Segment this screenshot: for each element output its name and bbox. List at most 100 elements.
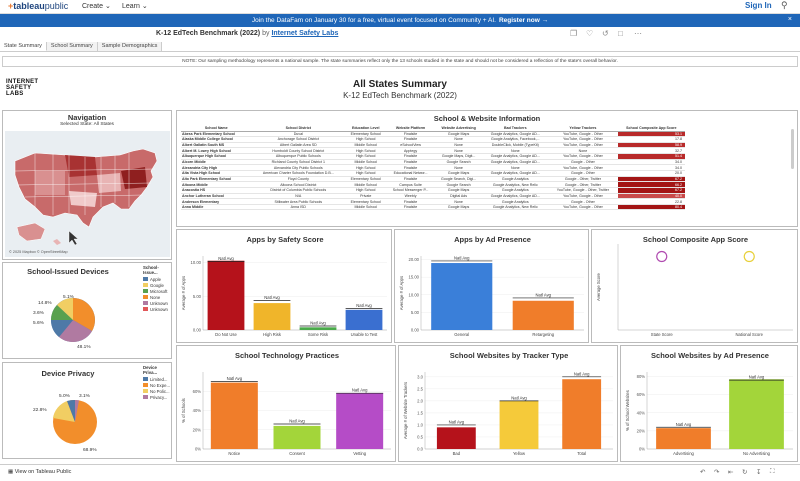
legend-item[interactable]: Apple (143, 276, 171, 282)
y-tick-label: 0.5 (417, 434, 423, 439)
undo-icon[interactable]: ↶ (700, 469, 706, 476)
table-row[interactable]: Anchor Lutheran School N/A Private Weebly Di… (181, 193, 685, 200)
y-tick-label: 20% (637, 428, 646, 433)
table-row[interactable]: Abess Park Elementary School Duval Element… (181, 131, 685, 138)
share-icon[interactable]: ↺ (602, 29, 609, 38)
table-row[interactable]: Albert M. Lowry High School Humboldt Coun… (181, 147, 685, 155)
x-tick-label: Notice (228, 451, 241, 456)
create-menu[interactable]: Create ⌄ (82, 3, 111, 10)
ad-presence-chart[interactable]: Apps by Ad Presence Average # of Apps 0.00… (395, 230, 590, 344)
legend-label: Limited... (150, 376, 168, 382)
table-cell: Google Analytics, New Relic (482, 204, 549, 211)
tab-school-summary[interactable]: School Summary (46, 42, 98, 51)
chart-title: School Technology Practices (235, 351, 339, 360)
redo-icon[interactable]: ↷ (714, 469, 720, 476)
natl-avg-label: Natl Avg (454, 255, 470, 260)
pie-slice-apple-2 (50, 320, 73, 337)
register-link[interactable]: Register now → (498, 17, 549, 24)
x-tick-label: General (454, 332, 469, 337)
more-icon[interactable]: ⋯ (634, 29, 642, 38)
search-icon[interactable]: ⚲ (781, 0, 788, 10)
pie-slice-google (57, 298, 73, 320)
table-row[interactable]: Alta Vista High School American Charter S… (181, 170, 685, 177)
school-table: School Name School District Education Le… (181, 126, 685, 211)
col-website-platform[interactable]: Website Platform (386, 126, 435, 132)
revert-icon[interactable]: ⇤ (728, 469, 734, 476)
us-map[interactable]: © 2025 Mapbox © OpenStreetMap (5, 131, 170, 257)
col-website-advertising[interactable]: Website Advertising (434, 126, 483, 132)
fullscreen-icon[interactable]: ⛶ (770, 468, 775, 475)
table-row[interactable]: Anna Middle Anna ISD Middle School Finalsit… (181, 204, 685, 211)
legend-item[interactable]: Microsoft (143, 288, 171, 294)
legend-item[interactable]: No Expe... (143, 382, 171, 388)
table-cell: None (434, 142, 483, 149)
pie-label-1: 5.0% (59, 393, 71, 399)
tab-state-summary[interactable]: State Summary (0, 42, 47, 51)
table-row[interactable]: Anacostia HS District of Columbia Public … (181, 187, 685, 194)
natl-avg-label: Natl Avg (310, 320, 326, 325)
table-row[interactable]: Alcorn Middle Richland County School Dist… (181, 159, 685, 166)
table-row[interactable]: Albert Gallatin South MS Albert Gallatin … (181, 142, 685, 149)
refresh-icon[interactable]: ↻ (742, 469, 748, 476)
table-cell: Weebly (386, 193, 435, 200)
chart-title: School Websites by Ad Presence (651, 351, 769, 360)
legend-item[interactable]: No Polic... (143, 388, 171, 394)
legend-item[interactable]: Limited... (143, 376, 171, 382)
tableau-public-logo[interactable]: +tableaupublic (8, 1, 69, 11)
bar-notice (210, 382, 258, 449)
brand-line-2: SAFETY (6, 85, 32, 91)
tracker-type-chart[interactable]: School Websites by Tracker Type Average #… (399, 346, 619, 463)
table-scrollbar[interactable] (791, 129, 794, 169)
table-cell: High School (345, 147, 387, 155)
learn-menu[interactable]: Learn ⌄ (122, 3, 148, 10)
table-cell: Floyd County (251, 176, 346, 183)
natl-avg-label: Natl Avg (511, 395, 527, 400)
tab-sample-demographics[interactable]: Sample Demographics (97, 42, 163, 51)
composite-score-chart[interactable]: School Composite App Score Average Score S… (592, 230, 799, 344)
score-cell: 51.4 (617, 153, 685, 160)
legend-item[interactable]: Google (143, 282, 171, 288)
comment-icon[interactable]: □ (618, 29, 623, 38)
legend-item[interactable]: Unknown (143, 300, 171, 306)
table-cell: Google Analytics, New Relic (482, 181, 549, 188)
view-on-tableau-link[interactable]: ▦ View on Tableau Public (8, 469, 72, 475)
bar-bad (436, 427, 476, 449)
download-icon[interactable]: ↧ (756, 469, 762, 476)
table-cell: Google Analytics, Google AD... (482, 193, 549, 200)
y-tick-label: 0.00 (411, 328, 420, 333)
table-row[interactable]: Albuquerque High School Albuquerque Publi… (181, 153, 685, 160)
col-bad-trackers[interactable]: Bad Trackers (482, 126, 549, 132)
table-cell: American Charter Schools Foundation D.B.… (251, 170, 346, 177)
safety-chart[interactable]: Apps by Safety Score Average # of Apps 0.0… (177, 230, 393, 344)
website-ad-presence-chart[interactable]: School Websites by Ad Presence % of Schoo… (621, 346, 799, 463)
table-row[interactable]: Alto Park Elementary School Floyd County E… (181, 176, 685, 183)
natl-avg-label: Natl Avg (218, 256, 234, 261)
privacy-pie[interactable]: 5.0% 3.1% 22.8% 68.9% (33, 385, 113, 457)
bar-retargeting (512, 300, 574, 330)
copy-icon[interactable]: ❐ (570, 29, 578, 38)
y-tick-label: 40% (637, 410, 646, 415)
table-row[interactable]: Anderson Elementary Stillwater Area Publi… (181, 198, 685, 205)
col-school-name[interactable]: School Name (181, 126, 252, 132)
natl-avg-label: Natl Avg (264, 295, 280, 300)
score-cell: 40.0 (617, 193, 685, 200)
score-cell: 67.2 (617, 187, 685, 194)
col-yellow-trackers[interactable]: Yellow Trackers (548, 126, 618, 132)
legend-item[interactable]: Unknown (143, 306, 171, 312)
bookmark-icon[interactable]: ♡ (586, 29, 594, 38)
author-link[interactable]: Internet Safety Labs (271, 30, 339, 37)
col-composite-score[interactable]: School Composite App Score (617, 126, 685, 132)
table-row[interactable]: Alexandria City High Alexandria City Publ… (181, 164, 685, 171)
sign-in-link[interactable]: Sign In (745, 1, 772, 10)
legend-item[interactable]: None (143, 294, 171, 300)
legend-item[interactable]: Privacy... (143, 394, 171, 400)
devices-pie[interactable]: 5.1% 14.8% 3.6% 5.6% 48.1% (33, 285, 113, 357)
close-icon[interactable]: × (787, 16, 792, 23)
col-district[interactable]: School District (251, 126, 346, 132)
table-row[interactable]: Alaska Middle College School Anchorage Sc… (181, 136, 685, 143)
table-cell: High School (345, 187, 387, 194)
y-tick-label: 60% (193, 389, 202, 394)
practices-chart[interactable]: School Technology Practices % of Schools 0… (177, 346, 397, 463)
table-row[interactable]: Altoona Middle Altoona School District Mid… (181, 181, 685, 188)
col-education-level[interactable]: Education Level (345, 126, 387, 132)
